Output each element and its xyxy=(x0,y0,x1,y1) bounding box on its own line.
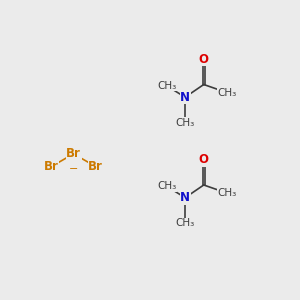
Text: CH₃: CH₃ xyxy=(218,188,237,198)
Text: N: N xyxy=(180,91,190,104)
Text: N: N xyxy=(180,191,190,204)
Text: O: O xyxy=(199,52,209,66)
Text: O: O xyxy=(199,153,209,166)
Text: CH₃: CH₃ xyxy=(176,118,195,128)
Text: CH₃: CH₃ xyxy=(157,181,176,191)
Text: Br: Br xyxy=(88,160,103,173)
Text: CH₃: CH₃ xyxy=(157,81,176,91)
Text: Br: Br xyxy=(44,160,59,173)
Text: Br: Br xyxy=(66,147,81,160)
Text: −: − xyxy=(69,164,78,173)
Text: CH₃: CH₃ xyxy=(176,218,195,228)
Text: CH₃: CH₃ xyxy=(218,88,237,98)
